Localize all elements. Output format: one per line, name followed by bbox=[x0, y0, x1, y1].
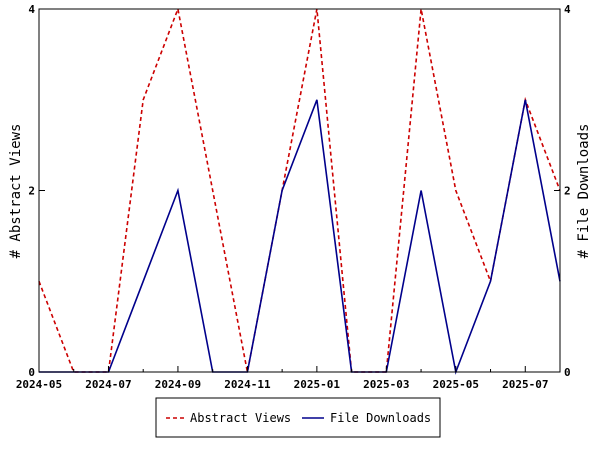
y-tick-label-left: 0 bbox=[28, 366, 35, 379]
x-tick-label: 2025-01 bbox=[294, 378, 341, 391]
y-tick-label-right: 2 bbox=[564, 185, 571, 198]
y-tick-label-left: 4 bbox=[28, 3, 35, 16]
x-tick-label: 2024-05 bbox=[16, 378, 62, 391]
y-tick-label-right: 0 bbox=[564, 366, 571, 379]
series-line-file-downloads bbox=[39, 99, 561, 375]
y-tick-label-left: 2 bbox=[28, 185, 35, 198]
y-axis-ticks: 0 0 2 2 4 4 bbox=[28, 3, 571, 379]
series-line-abstract-views bbox=[38, 6, 561, 373]
legend-label-file-downloads: File Downloads bbox=[330, 411, 431, 425]
legend: Abstract Views File Downloads bbox=[155, 397, 441, 438]
y-axis-right-title: # File Downloads bbox=[576, 124, 592, 259]
x-axis-ticks: 2024-05 2024-07 2024-09 2024-11 2025-01 2025-… bbox=[16, 366, 561, 391]
x-tick-label: 2025-07 bbox=[502, 378, 548, 391]
legend-label-abstract-views: Abstract Views bbox=[190, 411, 291, 425]
x-tick-label: 2025-05 bbox=[433, 378, 479, 391]
x-tick-label: 2024-11 bbox=[224, 378, 271, 391]
y-axis-left-title: # Abstract Views bbox=[8, 124, 24, 259]
plot-lines bbox=[38, 6, 561, 375]
y-tick-label-right: 4 bbox=[564, 3, 571, 16]
legend-box bbox=[155, 397, 441, 438]
x-tick-label: 2024-09 bbox=[155, 378, 201, 391]
x-tick-label: 2024-07 bbox=[85, 378, 131, 391]
x-tick-label: 2025-03 bbox=[363, 378, 409, 391]
